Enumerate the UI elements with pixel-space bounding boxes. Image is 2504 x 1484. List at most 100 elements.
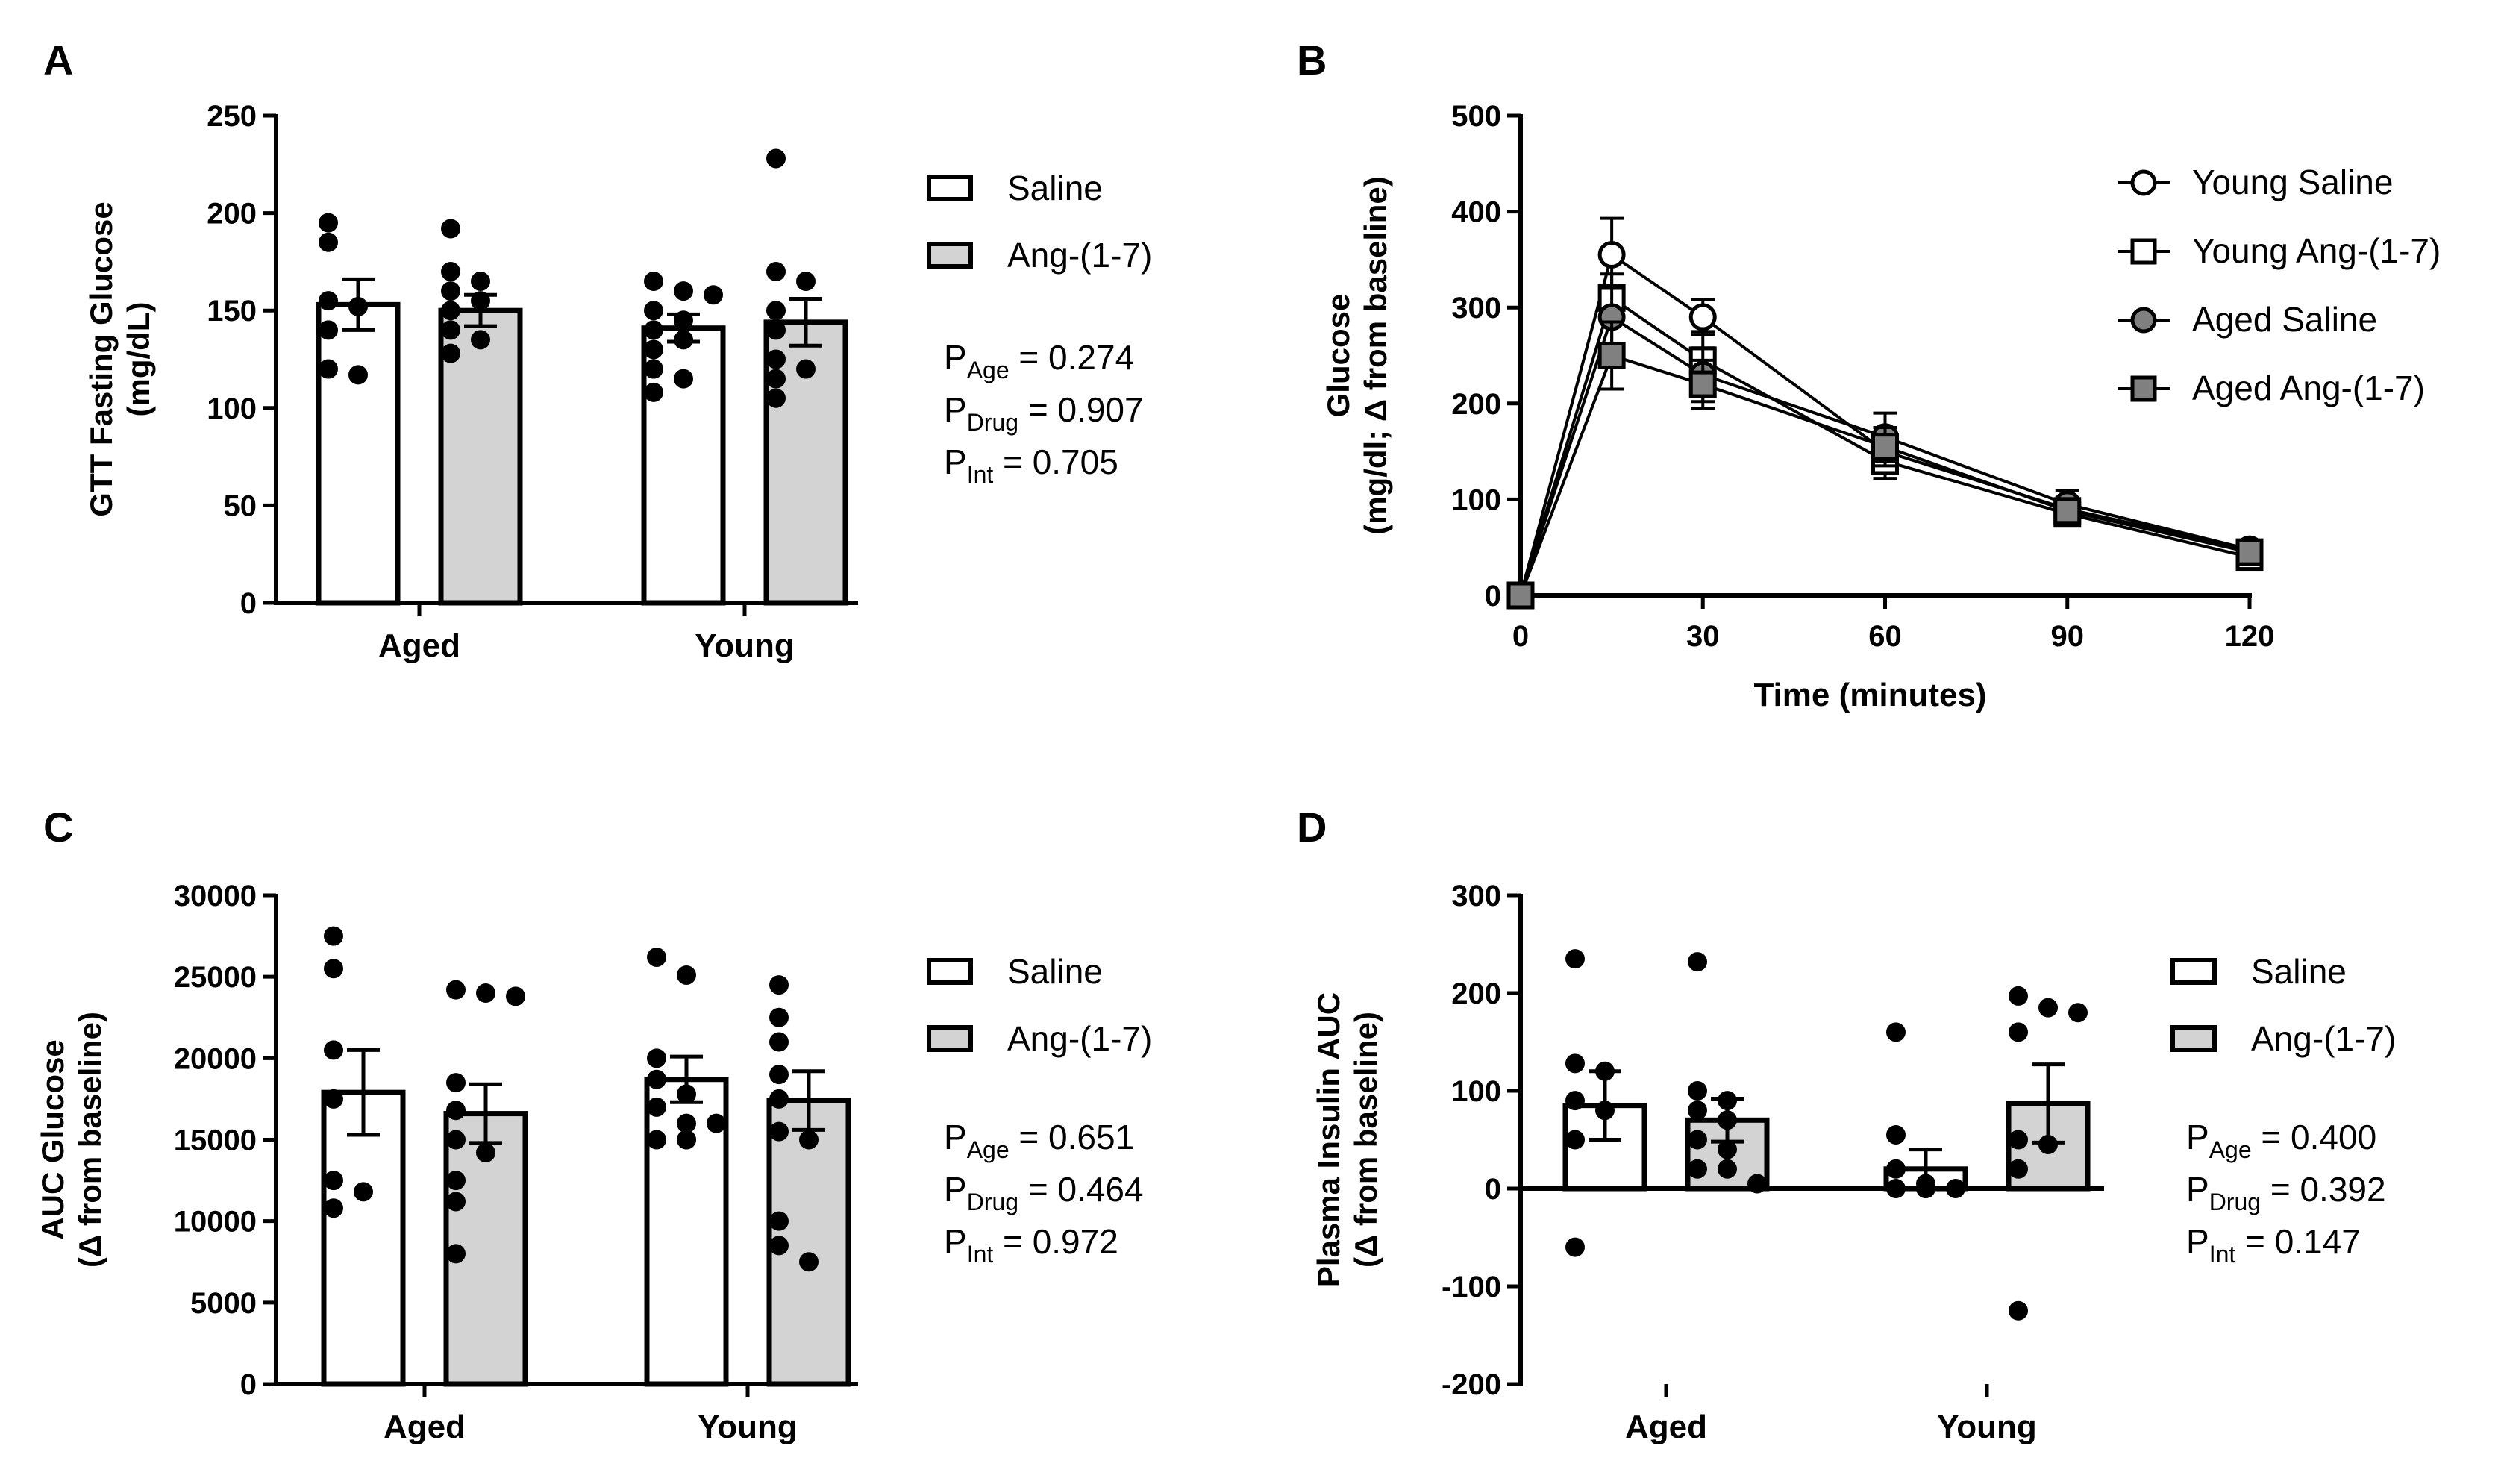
y-tick-label: 500 [1451, 100, 1501, 133]
x-axis-label: Time (minutes) [1753, 677, 1986, 713]
data-point [677, 965, 696, 985]
stat-subscript: Age [967, 1136, 1010, 1163]
legend-label: Ang-(1-7) [2251, 1019, 2396, 1058]
data-point [348, 296, 368, 316]
data-point [769, 1032, 789, 1052]
stat-subscript: Drug [2209, 1189, 2261, 1215]
data-point [319, 232, 338, 252]
y-axis-label: Glucose(mg/dl; Δ from baseline) [1321, 176, 1393, 535]
stat-value: = 0.972 [993, 1222, 1118, 1261]
chart-c: 0 5000 10000 15000 20000 25000 30000 AUC Glucos… [35, 880, 1152, 1445]
data-point [324, 1089, 343, 1109]
data-point [704, 285, 723, 305]
data-marker [2053, 497, 2082, 525]
stat-p: P [2186, 1222, 2209, 1261]
data-point [446, 980, 466, 1000]
category-label: Young [695, 627, 795, 664]
data-point [319, 213, 338, 233]
data-marker [1506, 581, 1535, 610]
data-point [2009, 1130, 2028, 1150]
legend-swatch [927, 175, 973, 201]
stat-value: = 0.400 [2252, 1118, 2377, 1156]
legend-swatch [927, 242, 973, 269]
data-point [674, 369, 693, 389]
data-point [677, 1113, 696, 1133]
data-point [446, 1073, 466, 1093]
legend-label: Aged Ang-(1-7) [2192, 369, 2425, 407]
y-tick-label: 0 [1485, 580, 1501, 613]
series-line [1519, 295, 2250, 596]
stat-subscript: Age [2209, 1136, 2252, 1163]
x-tick-label: 90 [2051, 620, 2085, 653]
data-point [446, 1101, 466, 1121]
stat-p: P [2186, 1118, 2209, 1156]
stat-value: = 0.705 [993, 442, 1118, 481]
legend-marker [2130, 238, 2157, 265]
y-tick-label: 0 [1485, 1173, 1501, 1206]
legend-marker [2130, 307, 2157, 334]
stat-subscript: Int [2209, 1241, 2236, 1268]
chart-d: -200 -100 0 100 200 300 Plasma Insulin AUC(Δ f… [1311, 880, 2396, 1445]
data-point [446, 1130, 466, 1150]
data-point [1688, 1101, 1707, 1121]
chart-a: 0 50 100 150 200 250 GTT Fasting Glucose(mg/dL… [84, 100, 1152, 664]
y-tick-label: 100 [207, 392, 257, 425]
y-axis-label-line: (Δ from baseline) [1348, 1012, 1383, 1268]
data-point [1595, 1101, 1615, 1121]
data-point [769, 1121, 789, 1142]
data-point [441, 281, 460, 301]
panel-letter-a: A [43, 37, 73, 84]
data-point [2009, 1300, 2028, 1321]
data-point [471, 272, 490, 292]
stat-value: = 0.464 [1018, 1170, 1144, 1209]
data-marker [1597, 240, 1626, 269]
data-point [441, 301, 460, 321]
series-line [1519, 314, 2250, 596]
y-axis-label-line: Plasma Insulin AUC [1311, 992, 1346, 1287]
data-point [1688, 1130, 1707, 1150]
category-label: Aged [384, 1409, 466, 1445]
data-point [647, 947, 666, 967]
legend-label: Saline [1007, 952, 1103, 991]
data-point [769, 1065, 789, 1085]
y-tick-label: 100 [1451, 483, 1501, 516]
data-point [796, 359, 816, 379]
stat-p: P [944, 1222, 967, 1261]
stat-p: P [944, 1170, 967, 1209]
data-point [647, 1048, 666, 1068]
category-label: Aged [378, 627, 460, 664]
data-point [796, 272, 816, 292]
data-point [446, 1192, 466, 1212]
stat-value: = 0.392 [2261, 1170, 2386, 1209]
data-point [319, 359, 338, 379]
data-point [1718, 1139, 1737, 1159]
y-axis-label-line: Glucose [1321, 294, 1356, 418]
stat-line: PInt = 0.147 [2186, 1222, 2361, 1268]
legend-marker [2130, 375, 2157, 402]
data-point [1688, 1159, 1707, 1179]
data-point [644, 359, 663, 379]
stat-subscript: Drug [967, 1189, 1018, 1215]
y-axis-label: Plasma Insulin AUC(Δ from baseline) [1311, 992, 1383, 1287]
y-axis-label: AUC Glucose(Δ from baseline) [35, 1012, 107, 1268]
data-point [647, 1130, 666, 1150]
y-axis-label-line: AUC Glucose [35, 1039, 70, 1239]
data-marker [1688, 303, 1717, 331]
stat-value: = 0.651 [1010, 1118, 1135, 1156]
data-point [766, 388, 786, 408]
data-point [766, 320, 786, 340]
y-tick-label: 200 [1451, 388, 1501, 421]
category-label: Young [698, 1409, 798, 1445]
stat-subscript: Int [967, 1241, 994, 1268]
data-point [324, 1040, 343, 1060]
data-point [766, 148, 786, 169]
data-point [647, 1069, 666, 1089]
y-tick-label: 100 [1451, 1075, 1501, 1108]
x-tick-label: 30 [1686, 620, 1720, 653]
x-tick-label: 0 [1512, 620, 1529, 653]
legend-label: Ang-(1-7) [1007, 1019, 1152, 1058]
data-point [707, 1113, 726, 1133]
data-point [674, 330, 693, 350]
y-tick-label: 25000 [174, 961, 257, 994]
